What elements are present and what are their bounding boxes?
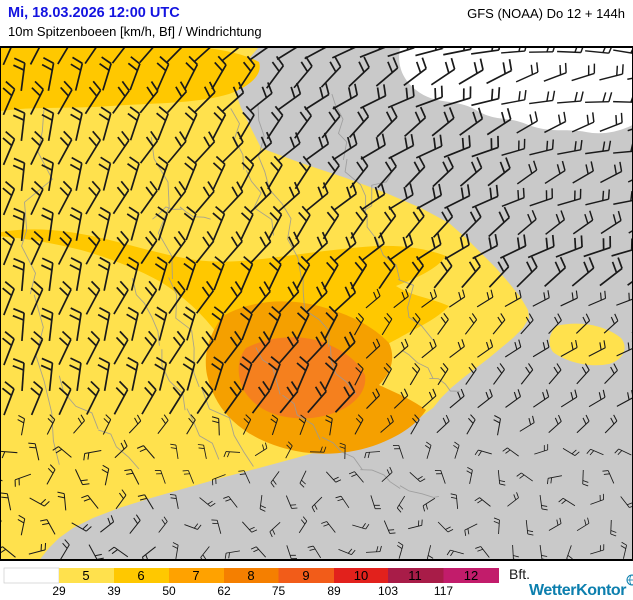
svg-text:5: 5 [82,568,89,583]
svg-text:9: 9 [302,568,309,583]
svg-text:62: 62 [217,584,231,598]
svg-text:39: 39 [107,584,121,598]
svg-text:Bft.: Bft. [509,566,530,582]
svg-text:103: 103 [378,584,398,598]
svg-text:50: 50 [162,584,176,598]
svg-text:75: 75 [272,584,286,598]
svg-text:6: 6 [137,568,144,583]
svg-text:29: 29 [52,584,66,598]
svg-text:10: 10 [354,568,368,583]
svg-text:11: 11 [408,568,422,583]
svg-text:89: 89 [327,584,341,598]
svg-text:8: 8 [247,568,254,583]
svg-text:12: 12 [464,568,478,583]
svg-text:117: 117 [434,584,453,598]
svg-text:7: 7 [192,568,199,583]
